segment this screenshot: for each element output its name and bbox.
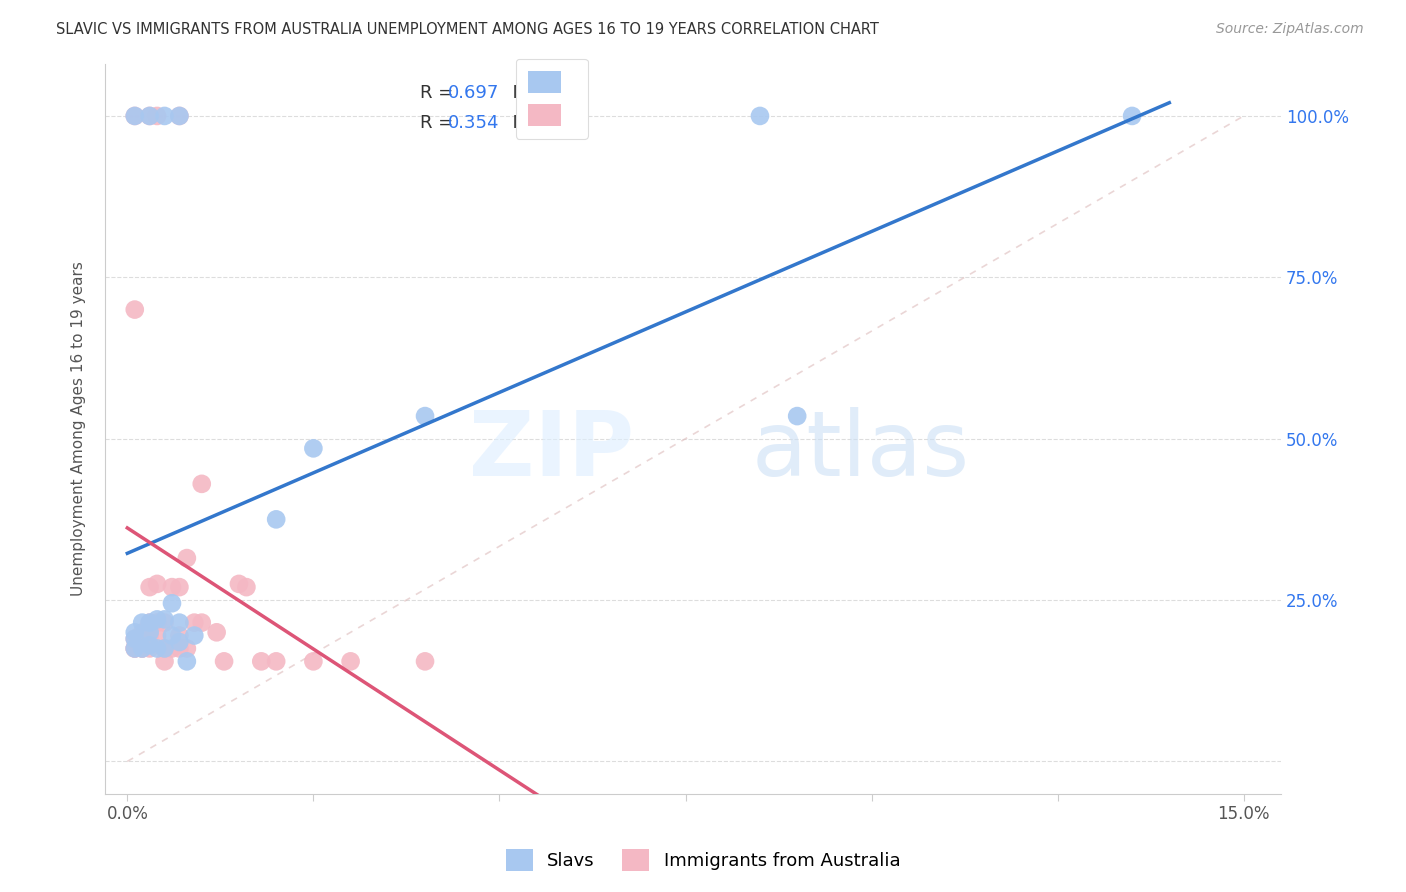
Legend: , : , — [516, 59, 588, 139]
Point — [160, 628, 183, 642]
Point — [124, 632, 146, 646]
Point — [131, 641, 153, 656]
Point — [302, 442, 325, 456]
Point — [169, 109, 191, 123]
Point — [749, 109, 772, 123]
Point — [176, 551, 198, 566]
Legend: Slavs, Immigrants from Australia: Slavs, Immigrants from Australia — [499, 842, 907, 879]
Point — [212, 654, 235, 668]
Point — [413, 654, 436, 668]
Point — [131, 615, 153, 630]
Point — [124, 641, 146, 656]
Point — [264, 512, 287, 526]
Point — [131, 641, 153, 656]
Text: N =: N = — [502, 113, 553, 132]
Point — [176, 654, 198, 668]
Point — [124, 302, 146, 317]
Point — [153, 641, 176, 656]
Text: R =: R = — [420, 85, 460, 103]
Point — [146, 641, 169, 656]
Point — [138, 615, 160, 630]
Point — [146, 628, 169, 642]
Point — [183, 615, 205, 630]
Point — [124, 641, 146, 656]
Point — [250, 654, 273, 668]
Point — [1121, 109, 1143, 123]
Point — [124, 625, 146, 640]
Point — [160, 596, 183, 610]
Point — [146, 109, 169, 123]
Point — [124, 109, 146, 123]
Point — [169, 628, 191, 642]
Point — [146, 615, 169, 630]
Point — [169, 109, 191, 123]
Point — [124, 641, 146, 656]
Point — [124, 632, 146, 646]
Point — [169, 641, 191, 656]
Point — [176, 641, 198, 656]
Point — [138, 628, 160, 642]
Point — [169, 580, 191, 594]
Point — [160, 641, 183, 656]
Text: 36: 36 — [537, 113, 561, 132]
Point — [339, 654, 361, 668]
Point — [124, 109, 146, 123]
Point — [190, 615, 212, 630]
Point — [131, 641, 153, 656]
Point — [138, 109, 160, 123]
Point — [138, 638, 160, 652]
Point — [146, 577, 169, 591]
Point — [138, 625, 160, 640]
Text: R =: R = — [420, 113, 460, 132]
Point — [302, 654, 325, 668]
Point — [235, 580, 257, 594]
Text: SLAVIC VS IMMIGRANTS FROM AUSTRALIA UNEMPLOYMENT AMONG AGES 16 TO 19 YEARS CORRE: SLAVIC VS IMMIGRANTS FROM AUSTRALIA UNEM… — [56, 22, 879, 37]
Point — [228, 577, 250, 591]
Point — [160, 580, 183, 594]
Point — [153, 654, 176, 668]
Point — [169, 615, 191, 630]
Text: N =: N = — [502, 85, 553, 103]
Point — [190, 476, 212, 491]
Point — [786, 409, 808, 423]
Point — [183, 628, 205, 642]
Text: atlas: atlas — [752, 407, 970, 495]
Point — [138, 641, 160, 656]
Y-axis label: Unemployment Among Ages 16 to 19 years: Unemployment Among Ages 16 to 19 years — [72, 261, 86, 597]
Point — [153, 615, 176, 630]
Point — [264, 654, 287, 668]
Text: 23: 23 — [537, 85, 561, 103]
Point — [138, 580, 160, 594]
Point — [131, 625, 153, 640]
Point — [153, 109, 176, 123]
Text: 0.354: 0.354 — [449, 113, 501, 132]
Point — [205, 625, 228, 640]
Point — [153, 612, 176, 626]
Point — [413, 409, 436, 423]
Point — [146, 612, 169, 626]
Text: Source: ZipAtlas.com: Source: ZipAtlas.com — [1216, 22, 1364, 37]
Point — [153, 641, 176, 656]
Point — [138, 109, 160, 123]
Point — [169, 635, 191, 649]
Point — [138, 615, 160, 630]
Text: 0.697: 0.697 — [449, 85, 499, 103]
Text: ZIP: ZIP — [470, 407, 634, 495]
